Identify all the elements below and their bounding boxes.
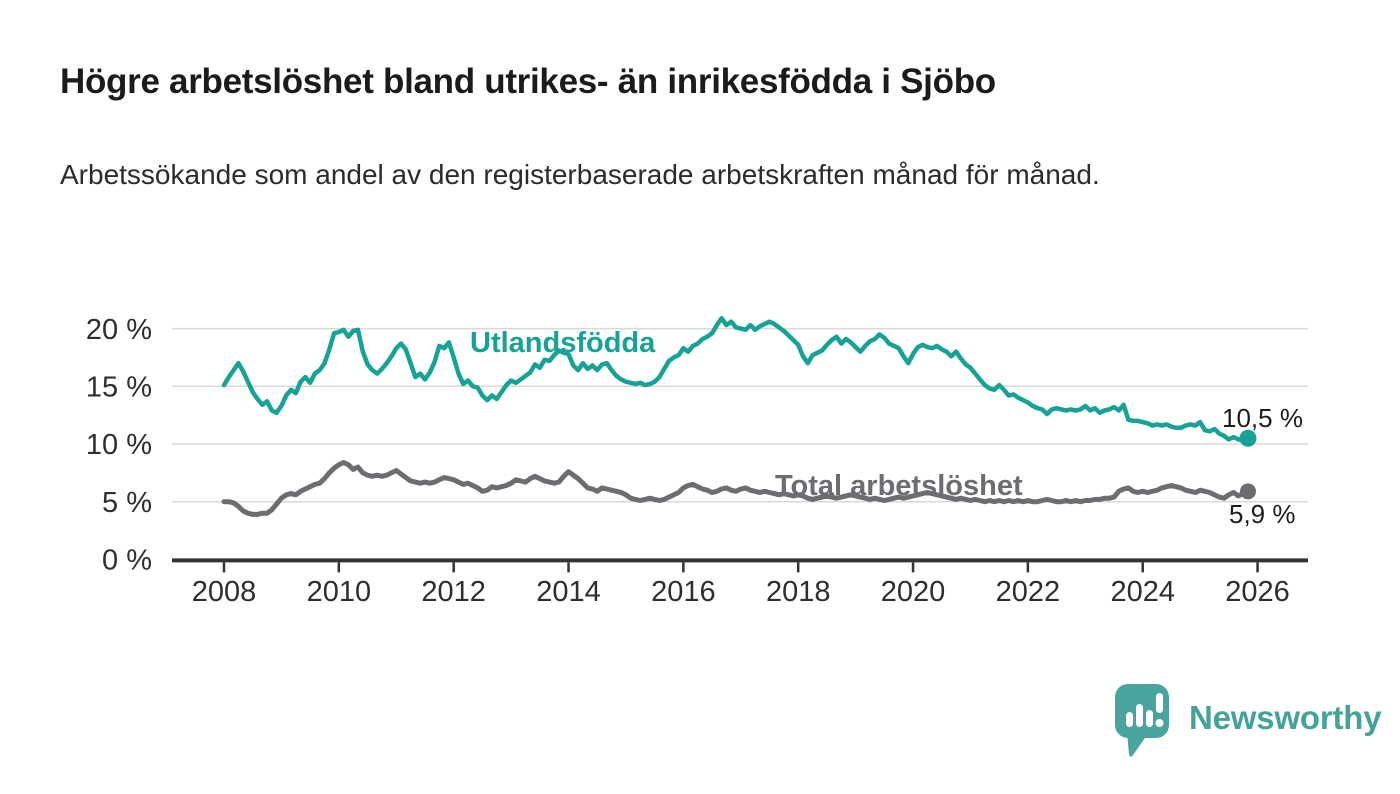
x-axis-tick-label: 2012 <box>421 576 486 608</box>
series-end-dot-total <box>1239 483 1256 500</box>
brand-footer: Newsworthy <box>1115 684 1382 760</box>
end-value-label-utlandsfodda: 10,5 % <box>1222 403 1303 433</box>
series-end-dot-utlandsfodda <box>1239 429 1257 447</box>
logo-bar-3 <box>1146 710 1153 727</box>
x-axis-tick-label: 2018 <box>766 576 831 608</box>
x-axis-tick-label: 2024 <box>1110 576 1175 608</box>
x-axis-tick-label: 2022 <box>996 576 1061 608</box>
logo-exclamation-dot <box>1155 719 1164 727</box>
y-axis-tick-label: 20 % <box>86 314 152 346</box>
series-line-utlandsfodda <box>221 315 1251 443</box>
logo-bar-2 <box>1136 704 1143 727</box>
x-axis-tick-label: 2014 <box>536 576 601 608</box>
x-axis-tick-label: 2008 <box>192 576 257 608</box>
y-axis-tick-label: 10 % <box>86 429 152 461</box>
y-axis-tick-label: 5 % <box>102 487 152 519</box>
logo-bar-1 <box>1126 712 1133 727</box>
page-title: Högre arbetslöshet bland utrikes- än inr… <box>60 62 996 101</box>
chart-subtitle: Arbetssökande som andel av den registerb… <box>60 159 1100 190</box>
x-axis-tick-label: 2016 <box>651 576 716 608</box>
x-axis-tick-label: 2020 <box>881 576 946 608</box>
x-axis-tick-label: 2010 <box>307 576 372 608</box>
x-axis-tick-label: 2026 <box>1225 576 1290 608</box>
y-axis-tick-label: 0 % <box>102 545 152 577</box>
y-axis-tick-label: 15 % <box>86 371 152 403</box>
series-label-total: Total arbetslöshet <box>775 470 1023 502</box>
end-value-label-total: 5,9 % <box>1229 499 1296 529</box>
series-line-total <box>221 460 1251 517</box>
brand-wordmark: Newsworthy <box>1189 699 1382 736</box>
newsworthy-logo-icon <box>1115 684 1169 757</box>
series-label-utlandsfodda: Utlandsfödda <box>470 327 656 359</box>
logo-exclamation-bar <box>1156 693 1163 713</box>
